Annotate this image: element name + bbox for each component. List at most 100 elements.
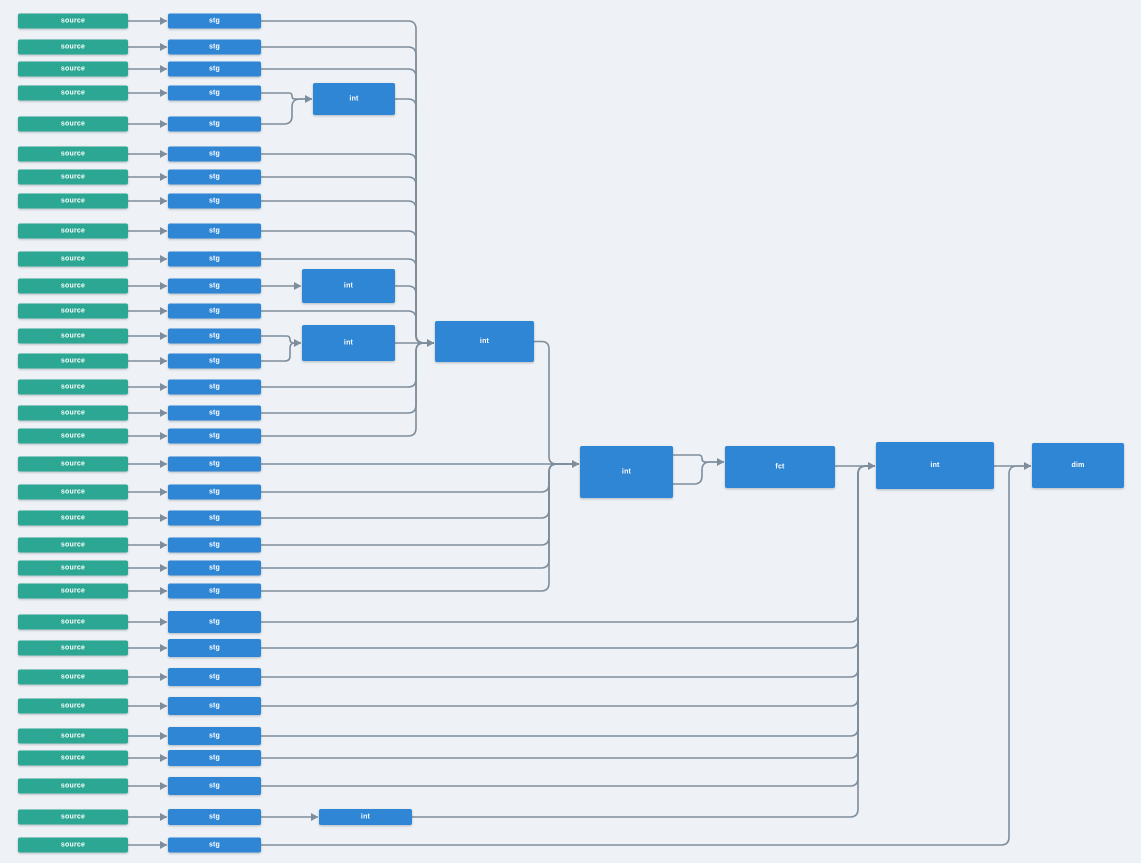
node-source-21[interactable]: source	[18, 537, 128, 553]
node-stg-8[interactable]: stg	[168, 193, 261, 209]
node-source-14[interactable]: source	[18, 353, 128, 369]
node-source-17[interactable]: source	[18, 428, 128, 444]
node-stg-1-box[interactable]	[168, 13, 261, 29]
node-source-32-box[interactable]	[18, 837, 128, 853]
node-stg-5-box[interactable]	[168, 116, 261, 132]
node-stg-19[interactable]: stg	[168, 484, 261, 500]
node-source-28-box[interactable]	[18, 728, 128, 744]
node-stg-21[interactable]: stg	[168, 537, 261, 553]
node-int-a[interactable]: int	[313, 83, 395, 115]
node-stg-6-box[interactable]	[168, 146, 261, 162]
node-source-23-box[interactable]	[18, 583, 128, 599]
node-source-32[interactable]: source	[18, 837, 128, 853]
node-stg-3[interactable]: stg	[168, 61, 261, 77]
node-stg-29[interactable]: stg	[168, 750, 261, 766]
node-source-2[interactable]: source	[18, 39, 128, 55]
node-source-10-box[interactable]	[18, 251, 128, 267]
node-source-14-box[interactable]	[18, 353, 128, 369]
node-source-30-box[interactable]	[18, 778, 128, 794]
node-stg-8-box[interactable]	[168, 193, 261, 209]
node-source-31-box[interactable]	[18, 809, 128, 825]
node-source-10[interactable]: source	[18, 251, 128, 267]
node-source-27[interactable]: source	[18, 698, 128, 714]
node-source-16[interactable]: source	[18, 405, 128, 421]
node-stg-2-box[interactable]	[168, 39, 261, 55]
node-source-1[interactable]: source	[18, 13, 128, 29]
node-stg-11-box[interactable]	[168, 278, 261, 294]
node-stg-28[interactable]: stg	[168, 727, 261, 745]
node-source-31[interactable]: source	[18, 809, 128, 825]
node-source-12-box[interactable]	[18, 303, 128, 319]
node-int-b[interactable]: int	[302, 269, 395, 303]
node-dim-box[interactable]	[1032, 443, 1124, 488]
node-stg-19-box[interactable]	[168, 484, 261, 500]
node-stg-4[interactable]: stg	[168, 85, 261, 101]
node-stg-9-box[interactable]	[168, 223, 261, 239]
node-stg-10[interactable]: stg	[168, 251, 261, 267]
node-stg-21-box[interactable]	[168, 537, 261, 553]
node-int-f-box[interactable]	[876, 442, 994, 489]
node-stg-27[interactable]: stg	[168, 697, 261, 715]
node-source-27-box[interactable]	[18, 698, 128, 714]
node-source-3[interactable]: source	[18, 61, 128, 77]
node-stg-7[interactable]: stg	[168, 169, 261, 185]
node-source-19[interactable]: source	[18, 484, 128, 500]
node-stg-17-box[interactable]	[168, 428, 261, 444]
node-stg-30-box[interactable]	[168, 777, 261, 795]
node-stg-11[interactable]: stg	[168, 278, 261, 294]
node-int-d[interactable]: int	[435, 321, 534, 362]
node-stg-2[interactable]: stg	[168, 39, 261, 55]
node-stg-29-box[interactable]	[168, 750, 261, 766]
node-stg-12[interactable]: stg	[168, 303, 261, 319]
node-source-29[interactable]: source	[18, 750, 128, 766]
node-source-15-box[interactable]	[18, 379, 128, 395]
node-source-22[interactable]: source	[18, 560, 128, 576]
node-source-8[interactable]: source	[18, 193, 128, 209]
node-source-24[interactable]: source	[18, 614, 128, 630]
node-stg-12-box[interactable]	[168, 303, 261, 319]
node-source-11-box[interactable]	[18, 278, 128, 294]
node-stg-17[interactable]: stg	[168, 428, 261, 444]
node-stg-18-box[interactable]	[168, 456, 261, 472]
node-source-26[interactable]: source	[18, 669, 128, 685]
node-stg-31[interactable]: stg	[168, 809, 261, 825]
node-stg-28-box[interactable]	[168, 727, 261, 745]
node-int-e-box[interactable]	[580, 446, 673, 498]
node-source-19-box[interactable]	[18, 484, 128, 500]
node-stg-16-box[interactable]	[168, 405, 261, 421]
node-stg-6[interactable]: stg	[168, 146, 261, 162]
node-stg-15-box[interactable]	[168, 379, 261, 395]
node-source-8-box[interactable]	[18, 193, 128, 209]
node-source-5-box[interactable]	[18, 116, 128, 132]
node-stg-20-box[interactable]	[168, 510, 261, 526]
node-source-3-box[interactable]	[18, 61, 128, 77]
node-source-9-box[interactable]	[18, 223, 128, 239]
node-source-11[interactable]: source	[18, 278, 128, 294]
node-source-26-box[interactable]	[18, 669, 128, 685]
node-source-22-box[interactable]	[18, 560, 128, 576]
node-source-9[interactable]: source	[18, 223, 128, 239]
node-source-4[interactable]: source	[18, 85, 128, 101]
node-source-6-box[interactable]	[18, 146, 128, 162]
node-source-7-box[interactable]	[18, 169, 128, 185]
node-int-f[interactable]: int	[876, 442, 994, 489]
node-source-13[interactable]: source	[18, 328, 128, 344]
node-source-4-box[interactable]	[18, 85, 128, 101]
node-stg-24-box[interactable]	[168, 611, 261, 633]
node-stg-13-box[interactable]	[168, 328, 261, 344]
node-stg-24[interactable]: stg	[168, 611, 261, 633]
node-source-12[interactable]: source	[18, 303, 128, 319]
node-stg-20[interactable]: stg	[168, 510, 261, 526]
node-int-c-box[interactable]	[302, 325, 395, 361]
node-source-30[interactable]: source	[18, 778, 128, 794]
node-source-6[interactable]: source	[18, 146, 128, 162]
node-int-g[interactable]: int	[319, 809, 412, 825]
node-stg-18[interactable]: stg	[168, 456, 261, 472]
node-int-b-box[interactable]	[302, 269, 395, 303]
node-stg-9[interactable]: stg	[168, 223, 261, 239]
node-source-29-box[interactable]	[18, 750, 128, 766]
node-source-1-box[interactable]	[18, 13, 128, 29]
node-fct-box[interactable]	[725, 446, 835, 488]
node-source-7[interactable]: source	[18, 169, 128, 185]
node-stg-15[interactable]: stg	[168, 379, 261, 395]
